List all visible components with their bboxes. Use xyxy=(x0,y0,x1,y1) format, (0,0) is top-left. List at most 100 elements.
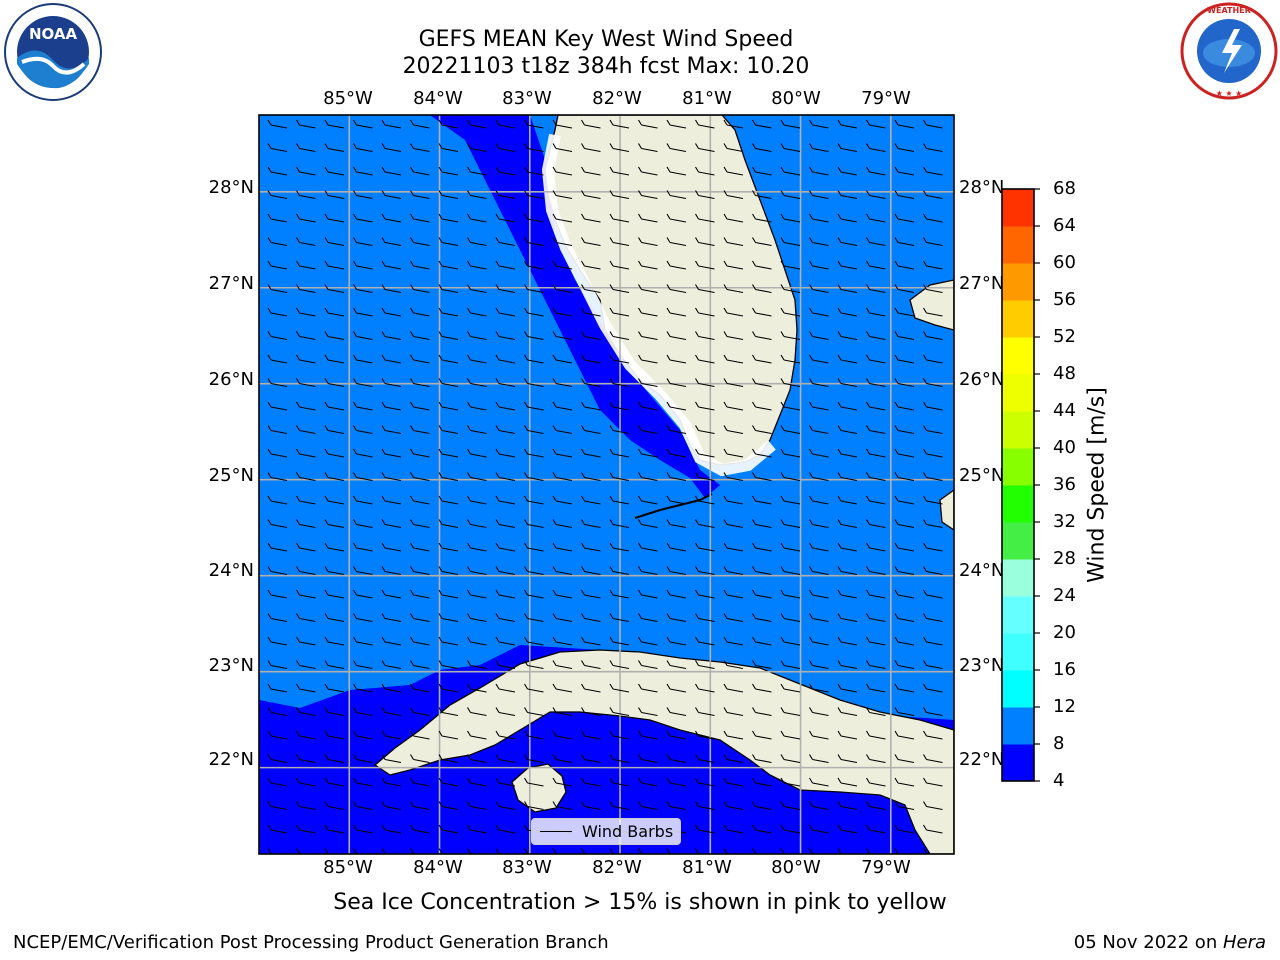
wind-barb xyxy=(609,190,630,200)
wind-barb xyxy=(609,284,630,294)
wind-barb xyxy=(609,730,630,740)
colorbar-band xyxy=(1002,633,1034,671)
wind-barb xyxy=(723,143,744,153)
wind-barb xyxy=(780,566,801,576)
wind-barb xyxy=(866,284,886,294)
wind-barb xyxy=(267,331,288,341)
wind-barb xyxy=(638,378,658,388)
colorbar-band xyxy=(1002,411,1034,449)
wind-barb xyxy=(809,237,829,247)
wind-barb xyxy=(666,166,687,176)
wind-barb xyxy=(296,237,316,247)
wind-barb xyxy=(752,848,762,854)
wind-barb xyxy=(894,260,915,270)
lat-label-left: 26°N xyxy=(208,369,254,390)
wind-barb xyxy=(467,425,487,435)
wind-barb xyxy=(666,636,687,646)
wind-barb xyxy=(837,378,858,388)
wind-barb xyxy=(837,354,858,364)
wind-barb xyxy=(410,401,430,411)
wind-barb xyxy=(923,119,943,129)
wind-barb xyxy=(695,495,715,505)
wind-barb xyxy=(467,613,487,623)
wind-barb xyxy=(410,636,430,646)
wind-barb xyxy=(666,472,687,482)
wind-barb xyxy=(780,448,801,458)
wind-barb xyxy=(780,354,801,364)
wind-barb xyxy=(524,425,544,435)
wind-barb xyxy=(552,378,573,388)
wind-barb xyxy=(324,542,345,552)
wind-barb xyxy=(467,801,487,811)
wind-barb xyxy=(552,801,573,811)
wind-barb xyxy=(353,848,363,854)
wind-barb xyxy=(381,542,402,552)
wind-barb xyxy=(467,683,487,693)
wind-barb xyxy=(866,660,886,670)
wind-barb xyxy=(780,190,801,200)
colorbar xyxy=(1001,188,1040,782)
wind-barb xyxy=(923,307,943,317)
wind-barb xyxy=(894,448,915,458)
colorbar-tick-label: 44 xyxy=(1053,400,1076,421)
colorbar-tick-label: 68 xyxy=(1053,178,1076,199)
wind-barb xyxy=(723,213,744,223)
wind-barb xyxy=(609,448,630,458)
wind-barb xyxy=(495,401,516,411)
wind-barb xyxy=(752,331,772,341)
wind-barb xyxy=(923,824,943,834)
wind-barb xyxy=(296,307,316,317)
wind-barb xyxy=(609,378,630,388)
wind-barb xyxy=(780,260,801,270)
wind-barb xyxy=(723,519,744,529)
wind-barb xyxy=(837,824,858,834)
wind-barb xyxy=(723,448,744,458)
wind-barb xyxy=(524,566,544,576)
wind-barb xyxy=(353,519,373,529)
wind-barb xyxy=(809,260,829,270)
wind-barb xyxy=(752,495,772,505)
wind-barb xyxy=(666,354,687,364)
wind-barb xyxy=(410,519,430,529)
wind-barb xyxy=(524,119,544,129)
wind-barb xyxy=(467,495,487,505)
wind-barb xyxy=(495,636,516,646)
wind-barb xyxy=(837,613,858,623)
wind-barb xyxy=(467,636,487,646)
wind-barb xyxy=(894,542,915,552)
wind-barb xyxy=(324,448,345,458)
florida-mask-edge xyxy=(541,133,776,477)
wind-barb xyxy=(752,542,772,552)
wind-barb xyxy=(324,660,345,670)
wind-barb xyxy=(267,636,288,646)
wind-barb xyxy=(438,331,459,341)
wind-barb xyxy=(381,307,402,317)
footer-host: Hera xyxy=(1222,932,1266,953)
wind-barb xyxy=(752,636,772,646)
wind-barb xyxy=(666,707,687,717)
wind-barb xyxy=(894,378,915,388)
wind-barb xyxy=(438,519,459,529)
wind-barb xyxy=(695,307,715,317)
wind-barb xyxy=(723,260,744,270)
lon-label-top: 82°W xyxy=(592,88,642,109)
wind-barb xyxy=(552,660,573,670)
wind-barb xyxy=(780,730,801,740)
wind-barb xyxy=(752,448,772,458)
lon-label-bottom: 79°W xyxy=(861,857,911,878)
wind-barb xyxy=(752,519,772,529)
colorbar-band xyxy=(1002,485,1034,523)
lat-label-right: 23°N xyxy=(959,655,1005,676)
wind-barb xyxy=(752,190,772,200)
wind-barb xyxy=(581,448,601,458)
wind-barb xyxy=(609,754,630,764)
wind-barb xyxy=(609,848,619,854)
wind-barb xyxy=(695,660,715,670)
wind-barb-legend-swatch xyxy=(540,831,572,832)
wind-barb xyxy=(524,495,544,505)
wind-barb xyxy=(638,190,658,200)
wind-barb xyxy=(609,683,630,693)
wind-barb xyxy=(723,166,744,176)
wind-barb xyxy=(923,401,943,411)
wind-barb xyxy=(666,542,687,552)
